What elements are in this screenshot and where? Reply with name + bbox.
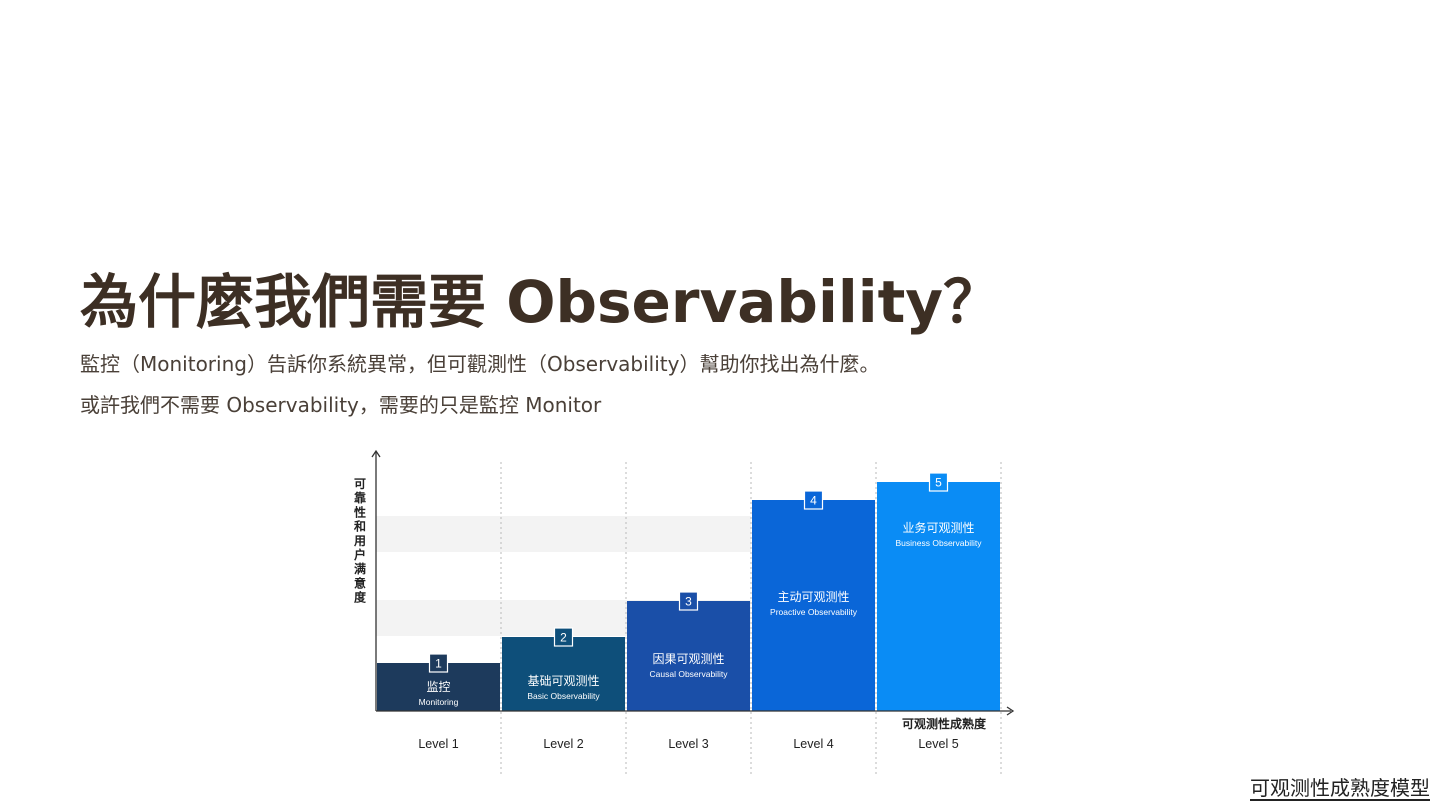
- chart-x-tick-label: Level 2: [543, 737, 583, 751]
- slide-title: 為什麼我們需要 Observability？: [80, 268, 1002, 336]
- maturity-model-chart: 1 监控 Monitoring Level 1 2 基础可观测性 Basic Observa…: [346, 440, 1026, 782]
- chart-level-badge: [928, 472, 949, 492]
- chart-level-badge-label: 4: [810, 494, 817, 508]
- chart-level-badge: [553, 627, 574, 647]
- chart-grid-band: [376, 516, 751, 552]
- chart-bar-label-cn: 业务可观测性: [902, 520, 974, 535]
- chart-caption-link[interactable]: 可观测性成熟度模型: [1250, 776, 1430, 800]
- chart-bar-label-en: Proactive Observability: [770, 607, 858, 617]
- chart-bar: [627, 601, 750, 711]
- chart-x-axis-label: 可观测性成熟度: [902, 716, 987, 731]
- chart-level-badge-label: 1: [435, 657, 442, 671]
- chart-x-tick-label: Level 4: [793, 737, 833, 751]
- chart-bar-label-cn: 因果可观测性: [652, 652, 724, 666]
- chart-x-tick-label: Level 3: [668, 737, 708, 751]
- intro-line-monitor: 或許我們不需要 Observability，需要的只是監控 Monitor: [80, 393, 602, 417]
- chart-bar: [752, 500, 875, 711]
- chart-level-badge-label: 3: [685, 595, 692, 609]
- chart-bar-label-cn: 监控: [426, 680, 450, 694]
- chart-level-badge: [803, 490, 824, 510]
- chart-bar-label-en: Causal Observability: [650, 669, 729, 679]
- chart-bar: [502, 637, 625, 711]
- chart-level-badge: [678, 591, 699, 611]
- chart-y-axis-arrow: [371, 449, 381, 458]
- chart-bar: [877, 482, 1000, 711]
- chart-y-axis-label: 可靠性和用户满意度: [353, 477, 367, 605]
- maturity-model-chart-svg: 1 监控 Monitoring Level 1 2 基础可观测性 Basic Observa…: [353, 449, 1015, 776]
- chart-bar-label-en: Basic Observability: [527, 691, 600, 701]
- chart-x-tick-label: Level 1: [418, 737, 458, 751]
- chart-bar-label-cn: 基础可观测性: [527, 674, 599, 688]
- chart-x-axis-arrow: [1006, 706, 1015, 716]
- chart-level-badge-label: 2: [560, 631, 567, 645]
- chart-level-badge: [428, 653, 449, 673]
- chart-x-tick-label: Level 5: [918, 737, 958, 751]
- chart-bar-label-en: Monitoring: [419, 697, 459, 707]
- chart-level-badge-label: 5: [935, 476, 942, 490]
- intro-line-monitoring: 監控（Monitoring）告訴你系統異常，但可觀測性（Observabilit…: [80, 352, 880, 376]
- chart-bar-label-en: Business Observability: [896, 538, 983, 548]
- chart-bar-label-cn: 主动可观测性: [777, 590, 849, 604]
